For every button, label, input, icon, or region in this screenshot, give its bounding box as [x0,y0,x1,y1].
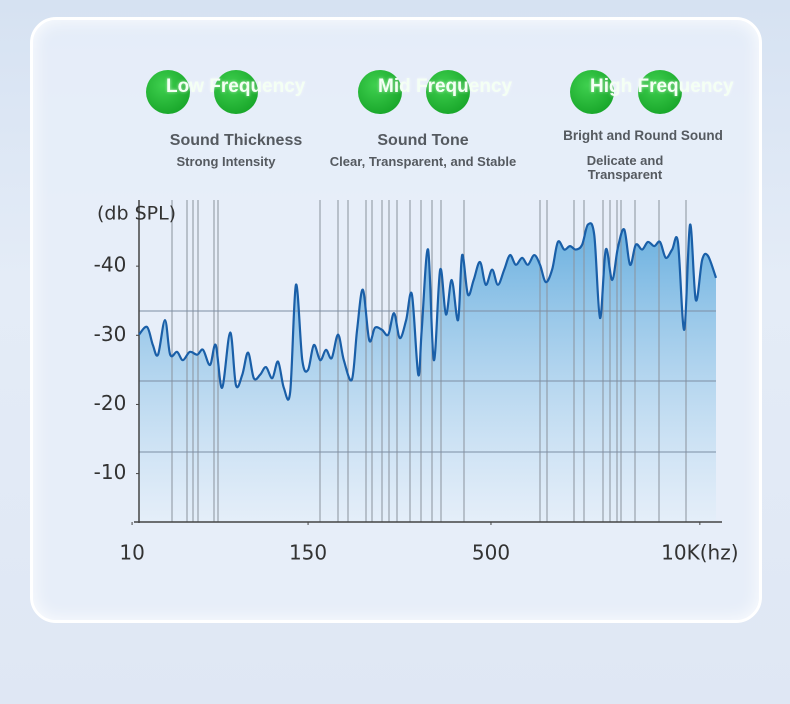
band: Mid Frequency Sound Tone Clear, Transpar… [330,66,578,176]
band-label: Mid Frequency [378,76,513,97]
band-dot [146,70,190,114]
line [138,222,718,401]
band-subtitle: Strong Intensity [176,154,276,169]
band-title: Bright and Round Sound [563,128,723,143]
band-label: Low Frequency [166,76,306,97]
y-tick-label: -10 [94,460,127,484]
band-title: Sound Thickness [169,132,303,149]
band-dot [638,70,682,114]
y-tick-label: -20 [94,391,127,415]
band: High Frequency Bright and Round Sound De… [563,66,790,182]
band-subtitle: Clear, Transparent, and Stable [329,154,517,169]
band-title: Sound Tone [377,132,469,149]
area [139,223,716,522]
band-dot [426,70,470,114]
band-dot [570,70,614,114]
band: Low Frequency Sound Thickness Strong Int… [146,66,366,176]
band-subtitle: Delicate and Transparent [586,153,664,182]
band-label: High Frequency [590,76,734,97]
y-tick-label: -30 [94,322,127,346]
y-tick-label: -40 [94,253,127,277]
x-tick-label: 10 [119,541,144,565]
x-tick-label: 10K(hz) [661,541,738,565]
x-tick-label: 500 [472,541,510,565]
band-dot [358,70,402,114]
band-dot [214,70,258,114]
y-axis-label: (db SPL) [97,203,176,225]
x-tick-label: 150 [289,541,327,565]
